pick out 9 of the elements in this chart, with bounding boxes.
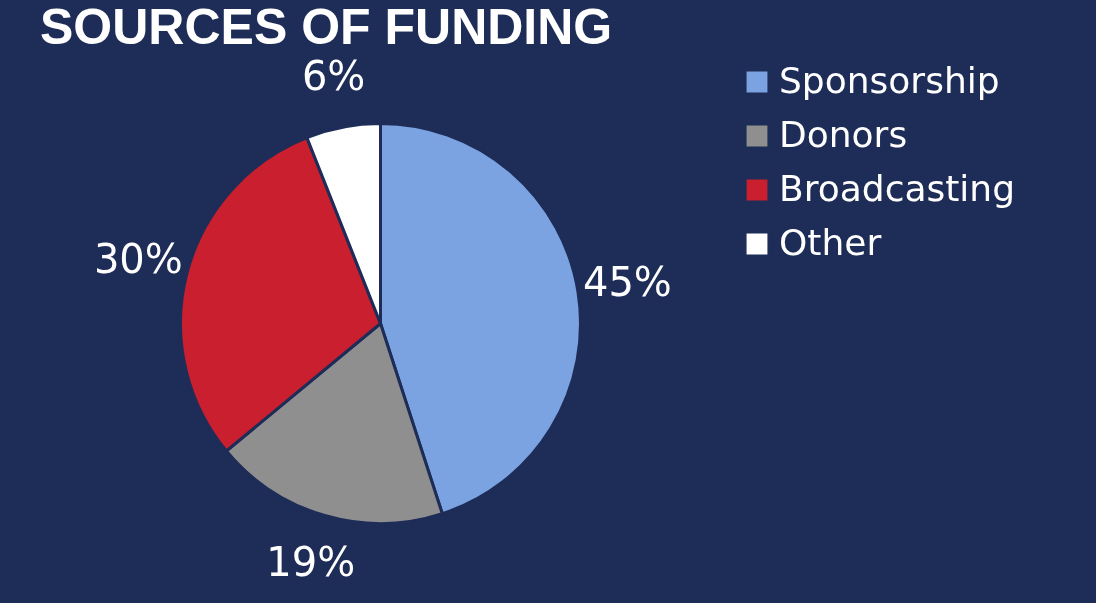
legend-label: Other <box>779 222 882 263</box>
data-label: 6% <box>301 52 366 99</box>
legend-label: Sponsorship <box>779 60 1000 101</box>
legend-label: Donors <box>779 114 908 155</box>
legend-label: Broadcasting <box>779 168 1016 209</box>
data-label: 45% <box>582 259 672 306</box>
chart-title: SOURCES OF FUNDING <box>40 0 613 55</box>
data-label: 30% <box>93 236 183 283</box>
data-label: 19% <box>266 538 356 585</box>
